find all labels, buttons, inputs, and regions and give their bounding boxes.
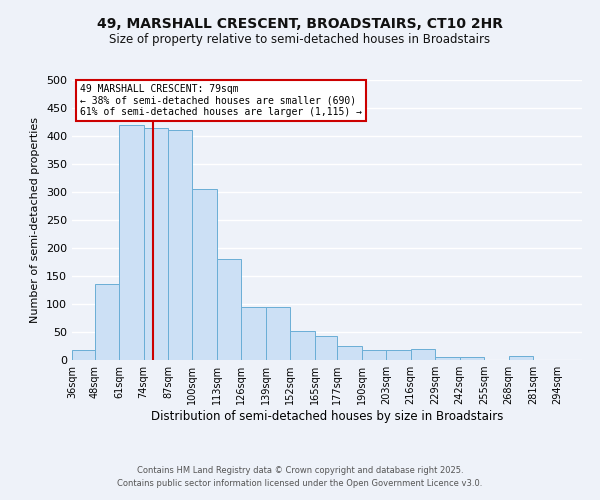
Bar	[460, 357, 484, 360]
Bar	[290, 331, 315, 360]
Bar	[143, 128, 168, 360]
Bar	[119, 125, 143, 360]
Bar	[217, 259, 241, 360]
Bar	[386, 350, 411, 360]
Bar	[193, 189, 217, 360]
Bar	[266, 307, 290, 360]
Bar	[509, 356, 533, 360]
Bar	[315, 336, 337, 360]
Bar	[72, 350, 95, 360]
Bar	[95, 284, 119, 360]
Text: 49 MARSHALL CRESCENT: 79sqm
← 38% of semi-detached houses are smaller (690)
61% : 49 MARSHALL CRESCENT: 79sqm ← 38% of sem…	[80, 84, 362, 117]
Text: Contains HM Land Registry data © Crown copyright and database right 2025.
Contai: Contains HM Land Registry data © Crown c…	[118, 466, 482, 487]
Bar	[168, 130, 193, 360]
X-axis label: Distribution of semi-detached houses by size in Broadstairs: Distribution of semi-detached houses by …	[151, 410, 503, 423]
Bar	[337, 346, 362, 360]
Bar	[411, 349, 435, 360]
Y-axis label: Number of semi-detached properties: Number of semi-detached properties	[31, 117, 40, 323]
Bar	[241, 307, 266, 360]
Text: 49, MARSHALL CRESCENT, BROADSTAIRS, CT10 2HR: 49, MARSHALL CRESCENT, BROADSTAIRS, CT10…	[97, 18, 503, 32]
Bar	[362, 350, 386, 360]
Text: Size of property relative to semi-detached houses in Broadstairs: Size of property relative to semi-detach…	[109, 32, 491, 46]
Bar	[435, 357, 460, 360]
